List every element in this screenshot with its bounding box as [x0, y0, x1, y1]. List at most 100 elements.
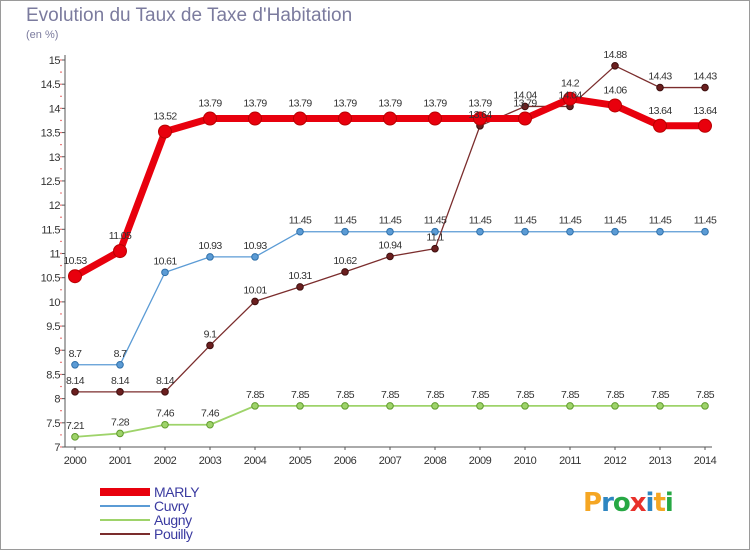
point-pouilly — [701, 83, 709, 92]
x-tick-label: 2001 — [109, 455, 132, 467]
y-tick-label: 14.5 — [41, 79, 61, 91]
data-label-pouilly: 14.43 — [693, 71, 717, 83]
y-minor-dot — [60, 252, 62, 255]
data-label-augny: 7.85 — [471, 389, 490, 401]
point-cuvry — [161, 268, 169, 277]
data-label-cuvry: 8.7 — [114, 348, 128, 360]
data-label-augny: 7.85 — [651, 389, 670, 401]
y-tick-labels: 7 7.5 8 8.5 9 9.5 10 10.5 11 11.5 12 12.5 13 13.5 14 14… — [41, 55, 61, 454]
y-minor-dot — [60, 264, 62, 267]
point-augny — [476, 402, 484, 410]
point-marly — [338, 111, 352, 126]
data-label-pouilly: 8.14 — [66, 375, 85, 387]
point-marly — [608, 98, 622, 113]
series-points — [68, 62, 712, 441]
data-label-pouilly: 8.14 — [156, 375, 175, 387]
x-tick-label: 2002 — [154, 455, 177, 467]
data-label-cuvry: 11.45 — [379, 215, 402, 227]
point-marly — [248, 111, 262, 126]
point-cuvry — [116, 360, 124, 369]
y-tick-label: 10 — [49, 297, 61, 309]
data-label-augny: 7.85 — [381, 389, 400, 401]
point-cuvry — [341, 227, 349, 236]
legend-label-augny: Augny — [154, 512, 192, 528]
point-augny — [71, 433, 79, 441]
point-augny — [341, 402, 349, 410]
y-minor-dot — [60, 119, 62, 122]
y-tick-label: 7 — [54, 442, 60, 454]
y-minor-dot — [60, 373, 62, 376]
data-label-cuvry: 10.93 — [243, 240, 267, 252]
y-minor-dot — [60, 410, 62, 412]
point-marly — [68, 269, 82, 284]
data-label-cuvry: 11.45 — [604, 215, 627, 227]
point-pouilly — [386, 252, 394, 261]
data-label-pouilly: 11.1 — [426, 232, 444, 244]
data-label-augny: 7.85 — [426, 389, 445, 401]
y-minor-dot — [60, 337, 62, 339]
data-label-marly: 13.79 — [333, 98, 357, 110]
point-cuvry — [206, 253, 214, 261]
data-label-cuvry: 11.45 — [694, 215, 717, 227]
point-cuvry — [386, 227, 394, 236]
data-label-marly: 13.79 — [423, 98, 447, 110]
data-label-pouilly: 10.31 — [288, 270, 312, 282]
y-minor-dot — [60, 301, 62, 303]
point-marly — [293, 111, 307, 126]
point-augny — [161, 420, 169, 429]
data-label-cuvry: 11.45 — [559, 215, 582, 227]
data-label-pouilly: 10.94 — [378, 239, 402, 251]
y-minor-dot — [60, 289, 62, 291]
data-label-marly: 13.79 — [243, 98, 267, 110]
data-label-cuvry: 11.45 — [289, 215, 312, 227]
point-marly — [653, 118, 667, 133]
point-augny — [296, 402, 304, 410]
point-pouilly — [341, 268, 349, 276]
point-pouilly — [161, 388, 169, 396]
point-cuvry — [611, 227, 619, 236]
data-label-cuvry: 11.45 — [424, 215, 447, 227]
data-label-cuvry: 11.45 — [469, 215, 492, 227]
x-tick-label: 2010 — [514, 455, 537, 467]
point-marly — [473, 111, 487, 126]
logo-letter: P — [583, 488, 602, 518]
x-tick-label: 2013 — [649, 455, 672, 467]
point-cuvry — [476, 227, 484, 236]
data-label-cuvry: 10.93 — [198, 240, 222, 252]
y-minor-dot — [60, 168, 62, 170]
point-augny — [566, 402, 574, 410]
point-marly — [203, 111, 217, 126]
data-label-pouilly: 13.64 — [468, 109, 492, 121]
x-tick-label: 2009 — [469, 455, 492, 467]
y-tick-label: 9.5 — [46, 321, 60, 333]
legend-label-marly: MARLY — [154, 484, 200, 500]
y-tick-label: 13.5 — [41, 128, 61, 140]
point-marly — [518, 111, 532, 126]
proxiti-logo: Proxiti — [583, 488, 674, 518]
data-label-cuvry: 11.45 — [334, 215, 357, 227]
point-marly — [563, 91, 577, 106]
logo-letter: t — [653, 488, 665, 518]
y-tick-label: 13 — [49, 152, 61, 164]
data-label-marly: 13.64 — [693, 105, 717, 117]
point-cuvry — [251, 253, 259, 261]
y-minor-dot — [60, 95, 62, 97]
data-label-marly: 10.53 — [63, 255, 87, 267]
data-label-augny: 7.46 — [156, 408, 175, 420]
data-label-augny: 7.46 — [201, 408, 220, 420]
y-tick-label: 11.5 — [41, 224, 60, 236]
data-label-cuvry: 11.45 — [649, 215, 672, 227]
data-label-marly: 13.79 — [198, 98, 222, 110]
legend-label-pouilly: Pouilly — [154, 526, 193, 542]
data-label-pouilly: 10.01 — [243, 284, 267, 296]
point-cuvry — [71, 360, 79, 369]
point-marly — [113, 244, 127, 259]
point-marly — [383, 111, 397, 126]
x-tick-label: 2005 — [289, 455, 312, 467]
y-minor-dot — [60, 397, 62, 400]
y-minor-dot — [60, 361, 62, 364]
data-label-augny: 7.85 — [561, 389, 580, 401]
logo-letter: i — [645, 488, 655, 518]
y-minor-dot — [60, 143, 62, 146]
point-pouilly — [71, 388, 79, 396]
